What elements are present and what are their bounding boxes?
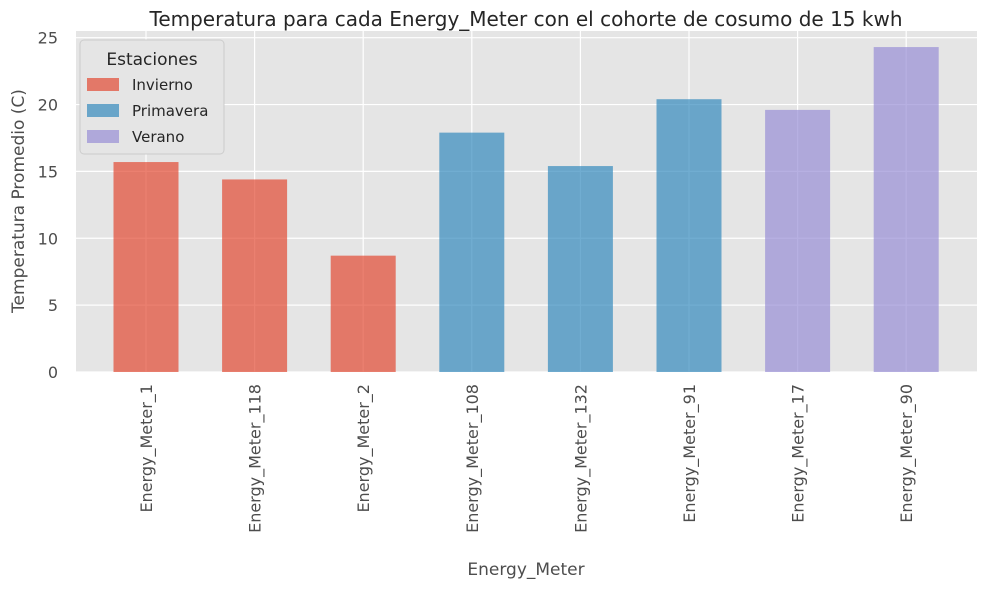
x-tick-label: Energy_Meter_17 bbox=[789, 384, 809, 523]
legend: Estaciones Invierno Primavera Verano bbox=[79, 39, 225, 155]
y-tick-label: 20 bbox=[38, 96, 58, 115]
legend-box bbox=[79, 39, 225, 155]
bar bbox=[439, 132, 505, 372]
y-tick-label: 10 bbox=[38, 229, 58, 248]
legend-title: Estaciones bbox=[106, 50, 197, 70]
bar bbox=[330, 255, 396, 372]
bar bbox=[765, 109, 831, 372]
legend-swatch bbox=[87, 78, 119, 91]
legend-label: Invierno bbox=[132, 76, 193, 94]
x-tick-label: Energy_Meter_1 bbox=[137, 384, 157, 513]
y-tick-label: 5 bbox=[48, 296, 58, 315]
y-tick-label: 0 bbox=[48, 363, 58, 382]
x-axis-ticks: Energy_Meter_1 Energy_Meter_118 Energy_Met… bbox=[137, 384, 917, 533]
x-tick-label: Energy_Meter_2 bbox=[354, 384, 374, 513]
bar bbox=[113, 162, 179, 372]
chart-title: Temperatura para cada Energy_Meter con e… bbox=[149, 7, 903, 31]
legend-label: Verano bbox=[132, 128, 184, 146]
y-tick-label: 15 bbox=[38, 162, 58, 181]
bar bbox=[222, 179, 288, 372]
x-tick-label: Energy_Meter_132 bbox=[571, 384, 591, 533]
bar bbox=[547, 166, 613, 372]
y-axis-label: Temperatura Promedio (C) bbox=[9, 89, 29, 314]
legend-swatch bbox=[87, 104, 119, 117]
x-tick-label: Energy_Meter_108 bbox=[463, 384, 483, 533]
y-tick-label: 25 bbox=[38, 29, 58, 48]
bar bbox=[656, 99, 722, 372]
y-axis-ticks: 0 5 10 15 20 25 bbox=[38, 29, 58, 382]
legend-swatch bbox=[87, 130, 119, 143]
bars bbox=[113, 47, 939, 372]
bar bbox=[873, 47, 939, 372]
x-tick-label: Energy_Meter_118 bbox=[246, 384, 266, 533]
legend-label: Primavera bbox=[132, 102, 208, 120]
x-tick-label: Energy_Meter_90 bbox=[897, 384, 917, 523]
x-tick-label: Energy_Meter_91 bbox=[680, 384, 700, 523]
x-axis-label: Energy_Meter bbox=[467, 560, 584, 580]
